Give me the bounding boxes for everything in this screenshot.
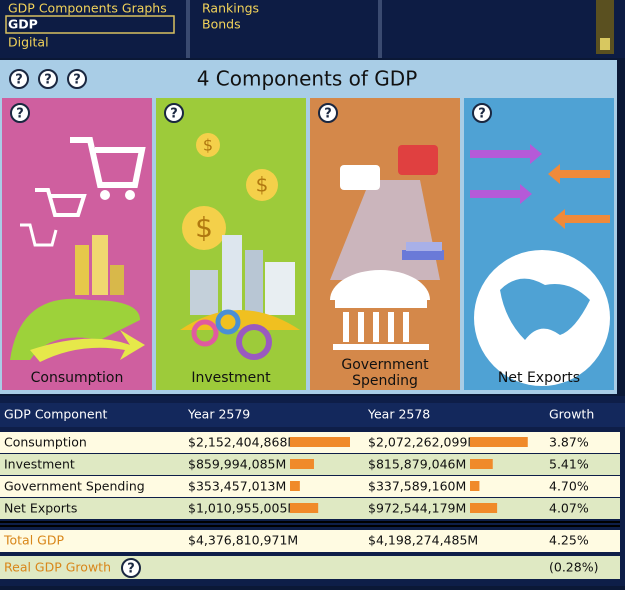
help-button[interactable]: ? — [10, 103, 30, 123]
total-row — [0, 530, 620, 552]
column-header: Year 2578 — [367, 407, 430, 422]
column-header: GDP Component — [4, 407, 107, 422]
card-label: Consumption — [31, 370, 124, 386]
net-exports-art — [470, 144, 610, 386]
help-icon: ? — [15, 73, 23, 88]
menu-item[interactable]: Rankings — [202, 1, 259, 16]
value-bar — [290, 437, 350, 447]
card-label: Government — [341, 357, 429, 373]
separator — [0, 521, 620, 523]
help-circle — [318, 103, 338, 123]
table-cell: 4.70% — [549, 479, 589, 494]
help-icon: ? — [44, 73, 52, 88]
value-bar — [290, 503, 319, 513]
value-bar — [290, 481, 300, 491]
table-cell: 5.41% — [549, 457, 589, 472]
table-cell: 4.07% — [549, 501, 589, 516]
investment-art: $ $ $ — [180, 133, 300, 360]
table-cell: $337,589,160M — [368, 479, 466, 494]
help-button[interactable]: ? — [318, 103, 338, 123]
table-cell: $1,010,955,005M — [188, 501, 298, 516]
panel-title: 4 Components of GDP — [197, 67, 418, 91]
table-header — [0, 403, 625, 427]
column-header: Year 2579 — [187, 407, 250, 422]
table-cell: $859,994,085M — [188, 457, 286, 472]
table-cell: $4,376,810,971M — [188, 533, 298, 548]
table-cell: Consumption — [4, 435, 87, 450]
help-icon: ? — [73, 73, 81, 88]
card-label: Net Exports — [498, 370, 580, 386]
help-button[interactable]: ? — [472, 103, 492, 123]
menu-item[interactable]: Digital — [8, 35, 49, 50]
help-button[interactable]: ? — [67, 69, 87, 89]
value-bar — [470, 481, 480, 491]
table-cell: 3.87% — [549, 435, 589, 450]
table-cell: $815,879,046M — [368, 457, 466, 472]
separator — [0, 525, 620, 527]
value-bar — [470, 503, 498, 513]
help-button[interactable]: ? — [38, 69, 58, 89]
help-circle — [164, 103, 184, 123]
government-art — [330, 145, 444, 350]
coin: $ — [195, 211, 213, 244]
table-cell: Total GDP — [3, 533, 64, 548]
value-bar — [470, 437, 528, 447]
card-label: Investment — [191, 370, 271, 386]
card-label: Spending — [352, 373, 418, 389]
table-cell: Real GDP Growth — [4, 560, 111, 575]
help-circle — [121, 558, 141, 578]
help-button[interactable]: ? — [164, 103, 184, 123]
menu-selection — [5, 15, 175, 34]
menu-item[interactable]: Bonds — [202, 17, 241, 32]
help-button[interactable]: ? — [9, 69, 29, 89]
real-growth-row — [0, 556, 620, 579]
help-icon: ? — [324, 107, 332, 122]
coin: $ — [256, 173, 269, 197]
help-button[interactable]: ? — [121, 558, 141, 578]
menu-item[interactable]: GDP — [8, 17, 38, 32]
help-icon: ? — [170, 107, 178, 122]
table-row[interactable] — [0, 476, 620, 497]
menu-item[interactable]: GDP Components Graphs — [8, 1, 167, 16]
value-bar — [470, 459, 493, 469]
help-icon: ? — [478, 107, 486, 122]
table-cell: $353,457,013M — [188, 479, 286, 494]
table-cell: (0.28%) — [549, 560, 598, 575]
consumption-art — [10, 137, 146, 362]
menu-bar — [0, 0, 625, 58]
table-cell: Investment — [4, 457, 75, 472]
help-icon: ? — [127, 562, 135, 577]
table-cell: $4,198,274,485M — [368, 533, 478, 548]
table-cell: Government Spending — [4, 479, 145, 494]
scroll-thumb[interactable] — [600, 38, 610, 50]
table-cell: $972,544,179M — [368, 501, 466, 516]
table-cell: 4.25% — [549, 533, 589, 548]
value-bar — [290, 459, 314, 469]
table-cell: $2,072,262,099M — [368, 435, 478, 450]
table-cell: $2,152,404,868M — [188, 435, 298, 450]
help-icon: ? — [16, 107, 24, 122]
divider — [186, 0, 190, 58]
table-cell: Net Exports — [4, 501, 77, 516]
help-circle — [10, 103, 30, 123]
help-circle — [472, 103, 492, 123]
divider — [378, 0, 382, 58]
coin: $ — [203, 136, 213, 155]
column-header: Growth — [549, 407, 594, 422]
